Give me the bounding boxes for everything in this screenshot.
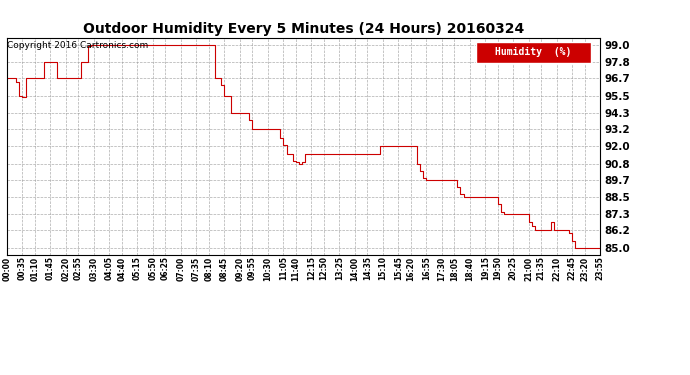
Title: Outdoor Humidity Every 5 Minutes (24 Hours) 20160324: Outdoor Humidity Every 5 Minutes (24 Hou… <box>83 22 524 36</box>
Text: Copyright 2016 Cartronics.com: Copyright 2016 Cartronics.com <box>7 41 148 50</box>
